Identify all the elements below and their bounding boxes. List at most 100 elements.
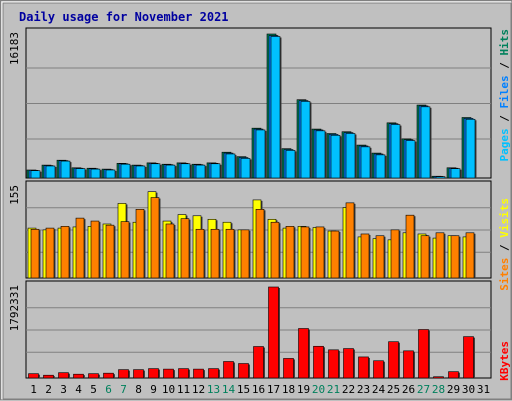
bar-pages-day-14 <box>226 154 235 178</box>
bar-sites-day-17 <box>271 222 279 278</box>
day-label-4: 4 <box>75 383 82 396</box>
day-label-22: 22 <box>342 383 355 396</box>
bar-kbytes-day-11 <box>179 369 189 378</box>
panel-kbytes: 1792331 <box>8 281 491 378</box>
bar-sites-day-16 <box>256 209 264 278</box>
bar-kbytes-day-6 <box>104 373 114 378</box>
day-label-6: 6 <box>105 383 112 396</box>
bar-pages-day-21 <box>331 135 340 178</box>
legend-sites: Sites <box>498 258 511 291</box>
bar-pages-day-18 <box>286 150 295 178</box>
bar-pages-day-17 <box>271 37 280 178</box>
bar-kbytes-day-19 <box>299 328 309 378</box>
bar-sites-day-11 <box>181 219 189 278</box>
bar-pages-day-13 <box>211 164 220 178</box>
bar-pages-day-28 <box>436 177 445 178</box>
bar-kbytes-day-14 <box>224 361 234 378</box>
bar-sites-day-28 <box>436 233 444 278</box>
bar-sites-day-12 <box>196 229 204 278</box>
bar-sites-day-21 <box>331 231 339 278</box>
bar-kbytes-day-24 <box>374 361 384 378</box>
day-label-26: 26 <box>402 383 415 396</box>
bar-pages-day-30 <box>466 119 475 178</box>
bar-sites-day-9 <box>151 198 159 278</box>
bar-sites-day-27 <box>421 236 429 278</box>
bar-sites-day-30 <box>466 233 474 278</box>
bar-kbytes-day-12 <box>194 369 204 378</box>
bar-kbytes-day-2 <box>44 375 54 378</box>
legend-pages: Pages <box>498 128 511 161</box>
day-label-13: 13 <box>207 383 220 396</box>
day-label-29: 29 <box>447 383 460 396</box>
bar-kbytes-day-4 <box>74 374 84 378</box>
bar-sites-day-29 <box>451 236 459 278</box>
legend-bottom: KBytes <box>498 341 511 381</box>
panel-hits-files-pages: 16183 <box>8 28 491 178</box>
bar-sites-day-1 <box>31 229 39 278</box>
panel-visits-sites: 155 <box>8 181 491 278</box>
legend-top: Pages / Files / Hits <box>498 29 511 162</box>
day-label-14: 14 <box>222 383 236 396</box>
bar-kbytes-day-29 <box>449 372 459 378</box>
bar-kbytes-day-23 <box>359 357 369 378</box>
day-label-8: 8 <box>135 383 142 396</box>
day-label-16: 16 <box>252 383 265 396</box>
bar-pages-day-5 <box>91 169 100 178</box>
bar-sites-day-25 <box>391 230 399 278</box>
bar-sites-day-2 <box>46 228 54 278</box>
day-label-12: 12 <box>192 383 205 396</box>
bar-pages-day-1 <box>31 171 40 178</box>
bar-pages-day-9 <box>151 164 160 178</box>
bar-pages-day-16 <box>256 130 265 178</box>
bar-pages-day-20 <box>316 131 325 178</box>
day-label-1: 1 <box>30 383 37 396</box>
day-label-24: 24 <box>372 383 386 396</box>
legend-separator: / <box>498 56 511 76</box>
day-label-3: 3 <box>60 383 67 396</box>
bar-kbytes-day-9 <box>149 369 159 378</box>
bar-kbytes-day-28 <box>434 377 444 378</box>
day-label-10: 10 <box>162 383 175 396</box>
bar-kbytes-day-3 <box>59 373 69 378</box>
bar-pages-day-27 <box>421 107 430 178</box>
bar-kbytes-day-10 <box>164 369 174 378</box>
y-max-label: 1792331 <box>8 285 21 331</box>
bar-sites-day-6 <box>106 225 114 278</box>
day-label-28: 28 <box>432 383 445 396</box>
legend-separator: / <box>498 238 511 258</box>
bar-sites-day-20 <box>316 227 324 278</box>
bar-kbytes-day-1 <box>29 374 39 378</box>
bar-pages-day-24 <box>376 155 385 178</box>
bar-kbytes-day-18 <box>284 358 294 378</box>
bar-pages-day-2 <box>46 166 55 178</box>
day-label-25: 25 <box>387 383 400 396</box>
bar-kbytes-day-17 <box>269 287 279 378</box>
bar-kbytes-day-7 <box>119 370 129 378</box>
bar-pages-day-12 <box>196 165 205 178</box>
bar-sites-day-15 <box>241 230 249 278</box>
legend-hits: Hits <box>498 29 511 56</box>
day-label-18: 18 <box>282 383 295 396</box>
bar-pages-day-6 <box>106 170 115 178</box>
day-label-19: 19 <box>297 383 310 396</box>
bar-sites-day-5 <box>91 221 99 278</box>
bar-kbytes-day-26 <box>404 351 414 378</box>
day-label-2: 2 <box>45 383 52 396</box>
bar-kbytes-day-22 <box>344 349 354 378</box>
bar-pages-day-19 <box>301 101 310 178</box>
bar-sites-day-13 <box>211 229 219 278</box>
bar-sites-day-26 <box>406 215 414 278</box>
bar-pages-day-26 <box>406 141 415 178</box>
bar-kbytes-day-27 <box>419 330 429 378</box>
day-label-30: 30 <box>462 383 475 396</box>
day-label-7: 7 <box>120 383 127 396</box>
day-label-11: 11 <box>177 383 190 396</box>
bar-pages-day-7 <box>121 164 130 178</box>
legend-kbytes: KBytes <box>498 341 511 381</box>
day-label-9: 9 <box>150 383 157 396</box>
bar-sites-day-22 <box>346 203 354 278</box>
bar-sites-day-23 <box>361 234 369 278</box>
